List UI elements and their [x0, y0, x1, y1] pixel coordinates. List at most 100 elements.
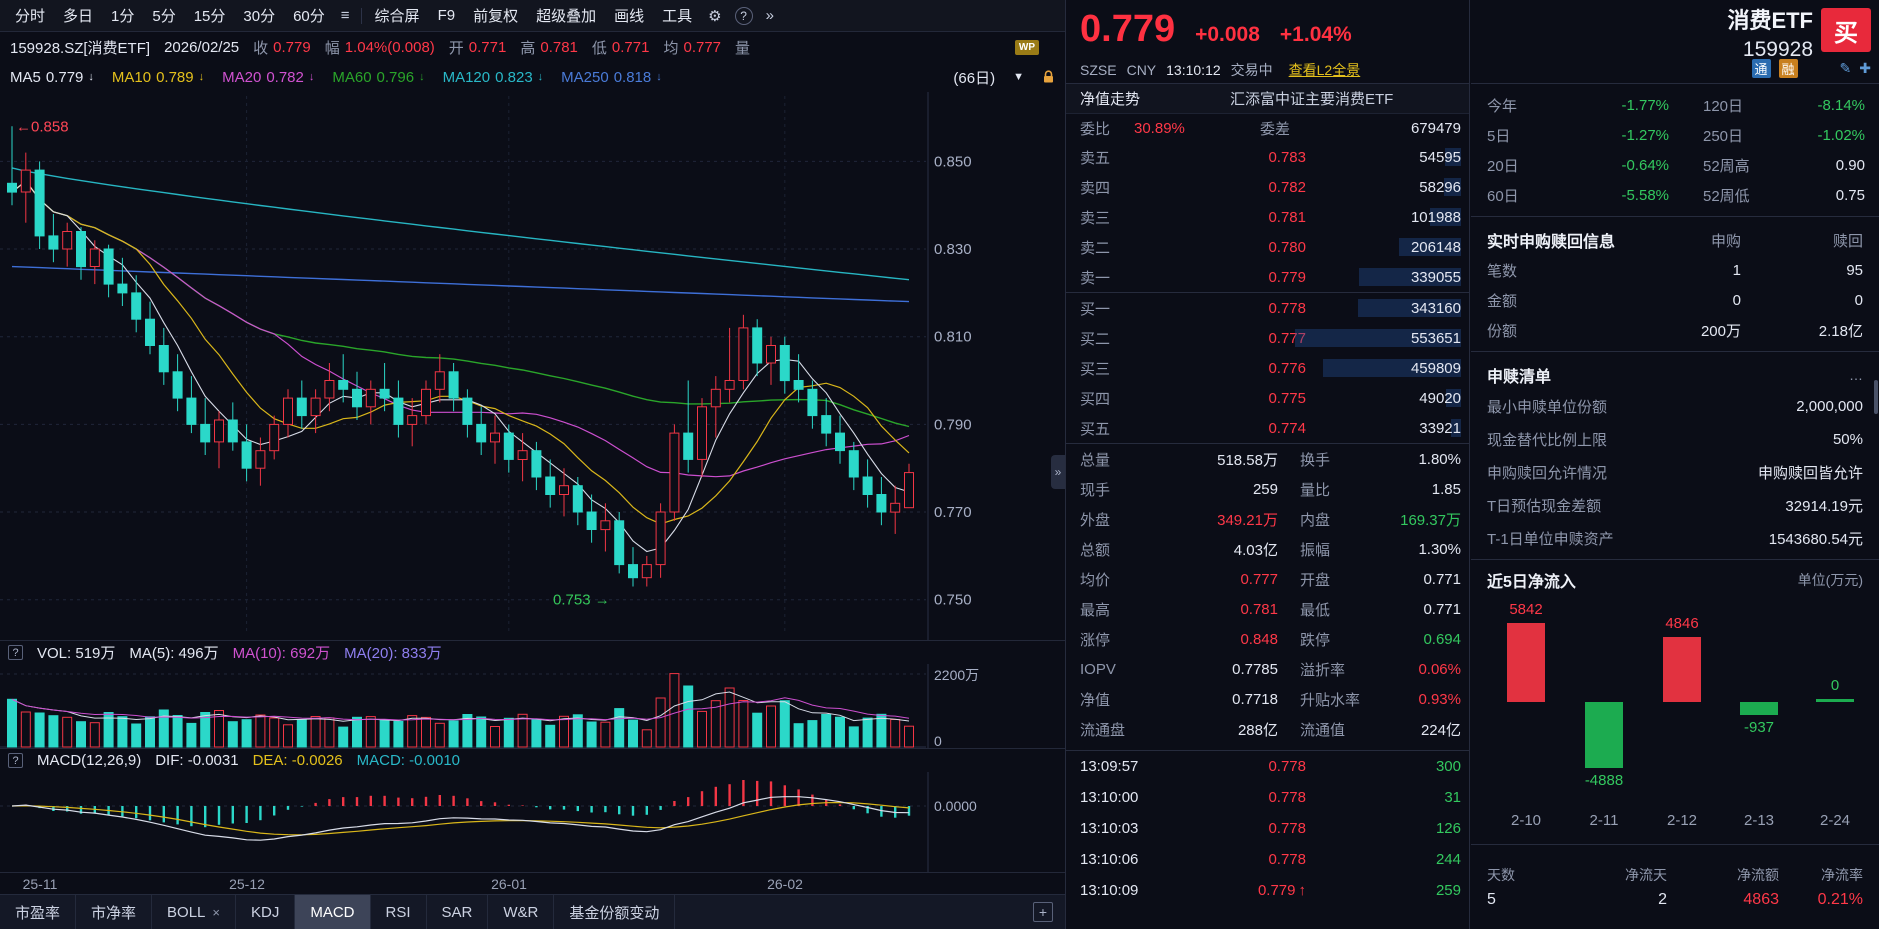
toolbar-tool-5[interactable]: 画线: [614, 8, 645, 25]
toolbar-tool-1[interactable]: 综合屏: [374, 8, 420, 25]
volume-svg[interactable]: 2200万 0: [0, 664, 1066, 748]
level-volume: 339055: [1410, 268, 1461, 286]
macd-dea: DEA: -0.0026: [252, 752, 343, 769]
redeem-list-section: 申赎清单 … 最小申赎单位份额 2,000,000 现金替代比例上限 50% 申购赎回允许情…: [1471, 352, 1879, 560]
fund-full-name: 汇添富中证主要消费ETF: [1230, 91, 1394, 108]
perf-label: 120日: [1703, 97, 1744, 115]
period-tab-7[interactable]: 60分: [293, 8, 325, 25]
ask-levels[interactable]: 卖五 0.783 54595 卖四 0.782 58296 卖三 0.781 101988 卖二 0…: [1066, 142, 1469, 292]
toolbar-more-icon[interactable]: »: [765, 7, 774, 24]
redeem-list-header: 申赎清单…: [1471, 360, 1879, 390]
tick-price: 0.778: [1268, 789, 1306, 806]
toolbar-tool-4[interactable]: 超级叠加: [536, 8, 597, 25]
level-price[interactable]: 0.782: [1268, 178, 1306, 196]
indicator-tab-7[interactable]: SAR: [427, 895, 489, 929]
trade-date: 2026/02/25: [164, 38, 240, 56]
fund-nav-bar[interactable]: 净值走势 汇添富中证主要消费ETF: [1066, 84, 1469, 114]
indicator-tab-1[interactable]: 市盈率: [0, 895, 77, 929]
tab-close-icon[interactable]: ×: [212, 904, 220, 920]
instrument-name: 消费ETF: [1727, 8, 1813, 33]
toolbar-tool-3[interactable]: 前复权: [473, 8, 519, 25]
bid-row-2[interactable]: 买二 0.777 553651: [1066, 323, 1469, 353]
time-sales-list[interactable]: 13:09:57 0.778 300 13:10:00 0.778 31 13:10:03 0…: [1066, 750, 1469, 906]
period-tab-1[interactable]: 分时: [15, 8, 46, 25]
buy-button[interactable]: 买: [1821, 8, 1871, 52]
l2-quote-link[interactable]: 查看L2全景: [1288, 61, 1361, 78]
toolbar-tool-2[interactable]: F9: [437, 7, 456, 24]
indicator-tab-4[interactable]: KDJ: [236, 895, 296, 929]
flow-date-label: 2-13: [1743, 812, 1775, 829]
info-field-label: 低: [591, 39, 607, 57]
info-field-5: 低 0.771: [592, 37, 650, 58]
scrollbar-thumb[interactable]: [1874, 380, 1878, 414]
indicator-tab-6[interactable]: RSI: [371, 895, 427, 929]
help-icon[interactable]: ?: [8, 753, 23, 768]
nav-trend-tab[interactable]: 净值走势: [1080, 91, 1141, 108]
indicator-tab-5[interactable]: MACD: [295, 895, 371, 929]
fund-flow-chart: 5842 2-10 -4888 2-11 4846 2-12 -937 2-13 0 2-24: [1471, 594, 1879, 844]
level-price[interactable]: 0.778: [1268, 299, 1306, 317]
vol-ma5: MA(5): 496万: [129, 645, 219, 662]
bid-row-4[interactable]: 买四 0.775 49020: [1066, 383, 1469, 413]
macd-pane[interactable]: ? MACD(12,26,9) DIF: -0.0031 DEA: -0.0026 MA…: [0, 748, 1065, 872]
collapse-panel-handle[interactable]: »: [1051, 455, 1065, 489]
info-field-value: 0.771: [611, 38, 650, 56]
tick-price: 0.778: [1268, 851, 1306, 868]
indicator-tab-8[interactable]: W&R: [488, 895, 555, 929]
bid-row-1[interactable]: 买一 0.778 343160: [1066, 293, 1469, 323]
level-price[interactable]: 0.780: [1268, 238, 1306, 256]
info-field-value: 0.781: [540, 38, 578, 56]
more-periods-icon[interactable]: ≡: [340, 7, 350, 24]
tab-label: KDJ: [250, 903, 280, 921]
period-tab-4[interactable]: 5分: [152, 8, 176, 25]
candlestick-svg[interactable]: 0.850 0.830 0.810 0.790 0.770 0.750 ←0.858 0.75…: [0, 92, 1066, 640]
level-price[interactable]: 0.774: [1268, 419, 1306, 437]
period-tab-2[interactable]: 多日: [63, 8, 94, 25]
period-tab-5[interactable]: 15分: [193, 8, 226, 25]
candlestick-chart[interactable]: 0.850 0.830 0.810 0.790 0.770 0.750 ←0.858 0.75…: [0, 92, 1065, 640]
stat-value: 224亿: [1420, 721, 1461, 739]
macd-svg[interactable]: 0.0000: [0, 772, 1066, 872]
tab-label: RSI: [385, 903, 411, 921]
lock-icon[interactable]: [1042, 70, 1055, 84]
ask-row-1[interactable]: 卖一 0.779 339055: [1066, 262, 1469, 292]
bid-row-3[interactable]: 买三 0.776 459809: [1066, 353, 1469, 383]
level-price[interactable]: 0.776: [1268, 359, 1306, 377]
level-label: 买四: [1080, 390, 1111, 408]
ma-period[interactable]: (66日): [953, 69, 996, 87]
level-label: 买三: [1080, 360, 1111, 378]
level-volume: 54595: [1419, 148, 1461, 166]
level-price[interactable]: 0.777: [1268, 329, 1306, 347]
add-panel-icon[interactable]: ✚: [1859, 60, 1871, 76]
more-icon[interactable]: …: [1849, 367, 1863, 383]
ask-row-2[interactable]: 卖二 0.780 206148: [1066, 232, 1469, 262]
ask-row-5[interactable]: 卖五 0.783 54595: [1066, 142, 1469, 172]
bid-levels[interactable]: 买一 0.778 343160 买二 0.777 553651 买三 0.776 459809 买…: [1066, 293, 1469, 443]
bid-row-5[interactable]: 买五 0.774 33921: [1066, 413, 1469, 443]
indicator-tab-3[interactable]: BOLL ×: [152, 895, 236, 929]
flow-bar: [1663, 636, 1701, 702]
indicator-tab-2[interactable]: 市净率: [76, 895, 153, 929]
ma-value: 0.779: [45, 68, 84, 86]
period-tab-6[interactable]: 30分: [243, 8, 276, 25]
ask-row-4[interactable]: 卖四 0.782 58296: [1066, 172, 1469, 202]
level-price[interactable]: 0.783: [1268, 148, 1306, 166]
chart-section: 分时 多日 1分 5分 15分 30分 60分 ≡ 综合屏 F9 前复权 超级叠加 画线 工具 ⚙? » 15…: [0, 0, 1066, 929]
edit-pencil-icon[interactable]: ✎: [1839, 60, 1852, 76]
help-icon[interactable]: ?: [8, 645, 23, 660]
settings-gear-icon[interactable]: ⚙: [708, 7, 722, 25]
level-price[interactable]: 0.781: [1268, 208, 1306, 226]
toolbar-tool-6[interactable]: 工具: [662, 8, 693, 25]
level-price[interactable]: 0.775: [1268, 389, 1306, 407]
add-indicator-icon[interactable]: +: [1033, 902, 1053, 922]
level-label: 买一: [1080, 300, 1111, 318]
period-tab-3[interactable]: 1分: [111, 8, 135, 25]
period-dropdown-icon[interactable]: ▼: [1013, 71, 1024, 83]
volume-pane[interactable]: ? VOL: 519万 MA(5): 496万 MA(10): 692万 MA(20):…: [0, 640, 1065, 748]
level-price[interactable]: 0.779: [1268, 268, 1306, 286]
ask-row-3[interactable]: 卖三 0.781 101988: [1066, 202, 1469, 232]
row-label: 现金替代比例上限: [1487, 432, 1608, 449]
depth-bar: [1399, 238, 1461, 256]
indicator-tab-9[interactable]: 基金份额变动: [554, 895, 676, 929]
help-icon[interactable]: ?: [734, 6, 753, 25]
